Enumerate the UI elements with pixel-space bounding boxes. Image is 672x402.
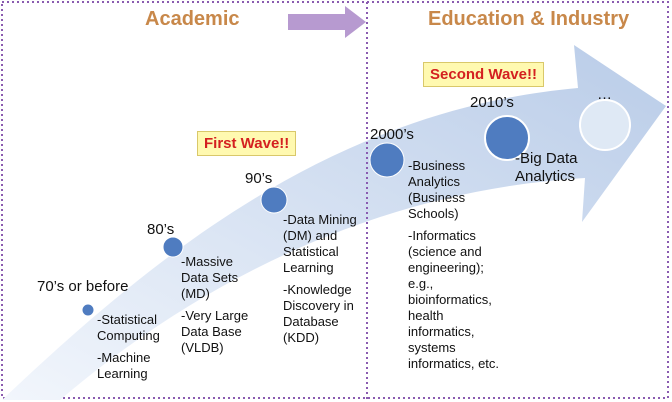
era-dot bbox=[162, 236, 184, 258]
era-items: -Business Analytics (Business Schools) -I… bbox=[408, 158, 512, 378]
era-item: -Machine Learning bbox=[97, 350, 151, 381]
era-item: -Massive Data Sets (MD) bbox=[181, 254, 239, 301]
era-label: 70’s or before bbox=[37, 278, 129, 295]
era-dot bbox=[81, 303, 95, 317]
era-label: … bbox=[597, 86, 612, 103]
second-wave: Second Wave!! bbox=[423, 62, 544, 87]
era-items: -Statistical Computing -Machine Learning bbox=[97, 312, 175, 388]
era-item: -Knowledge Discovery in Database (KDD) bbox=[283, 282, 354, 345]
era-dot bbox=[579, 99, 631, 151]
era-items: -Big Data Analytics bbox=[515, 150, 597, 192]
era-dot bbox=[484, 115, 530, 161]
first-wave: First Wave!! bbox=[197, 131, 297, 156]
header-right: Education & Industry bbox=[428, 8, 630, 30]
era-label: 80’s bbox=[147, 221, 175, 238]
era-item: -Informatics (science and engineering); … bbox=[408, 228, 500, 371]
era-items: -Massive Data Sets (MD) -Very Large Data … bbox=[181, 254, 261, 362]
era-item: -Data Mining (DM) and Statistical Learni… bbox=[283, 212, 357, 275]
era-item: -Business Analytics (Business Schools) bbox=[408, 158, 466, 221]
era-label: 2010’s bbox=[470, 94, 514, 111]
era-item: -Big Data Analytics bbox=[515, 150, 578, 185]
header-arrow bbox=[288, 6, 366, 38]
era-item: -Statistical Computing bbox=[97, 312, 160, 343]
era-item: -Very Large Data Base (VLDB) bbox=[181, 308, 249, 355]
era-items: -Data Mining (DM) and Statistical Learni… bbox=[283, 212, 371, 352]
era-dot bbox=[260, 186, 288, 214]
era-label: 90’s bbox=[245, 170, 273, 187]
header-left: Academic bbox=[145, 8, 240, 30]
era-label: 2000’s bbox=[370, 126, 414, 143]
era-dot bbox=[369, 142, 405, 178]
